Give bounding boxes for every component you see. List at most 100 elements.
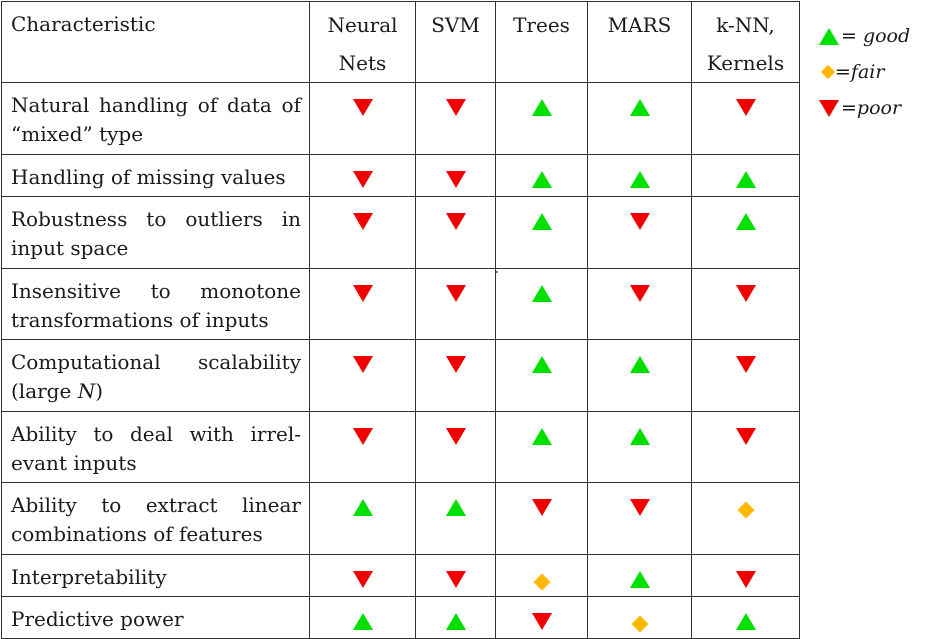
good-triangle-icon — [445, 613, 466, 630]
poor-triangle-icon — [445, 571, 466, 588]
row-label: Computational scalability (large N) — [1, 339, 310, 412]
good-triangle-icon — [629, 171, 650, 188]
row-label: Ability to extract linear combinations o… — [1, 482, 310, 555]
header-row: Characteristic Neural Nets SVM Trees MARS… — [1, 1, 800, 83]
rating-cell — [309, 339, 416, 412]
rating-cell — [415, 154, 496, 197]
rating-cell — [309, 196, 416, 269]
rating-cell — [495, 268, 588, 340]
poor-triangle-icon — [629, 285, 650, 302]
rating-cell — [495, 596, 588, 639]
header-trees: Trees — [495, 1, 588, 83]
rating-cell — [415, 596, 496, 639]
rating-cell — [691, 196, 800, 269]
poor-triangle-icon — [735, 99, 756, 116]
poor-triangle-icon — [352, 285, 373, 302]
header-neural-nets: Neural Nets — [309, 1, 416, 83]
row-label: Robustness to outliers in input space — [1, 196, 310, 269]
poor-triangle-icon — [735, 428, 756, 445]
comparison-table: Characteristic Neural Nets SVM Trees MARS… — [1, 1, 800, 639]
rating-cell — [587, 196, 692, 269]
rating-cell — [587, 268, 692, 340]
rating-cell — [495, 339, 588, 412]
rating-cell — [309, 411, 416, 483]
rating-cell — [587, 339, 692, 412]
rating-cell — [691, 554, 800, 597]
rating-cell — [309, 268, 416, 340]
good-triangle-icon — [629, 571, 650, 588]
poor-triangle-icon — [445, 428, 466, 445]
rating-cell — [587, 154, 692, 197]
good-triangle-icon — [531, 356, 552, 373]
header-svm: SVM — [415, 1, 496, 83]
fair-diamond-icon — [737, 501, 754, 519]
rating-cell — [691, 411, 800, 483]
rating-cell — [309, 154, 416, 197]
poor-triangle-icon — [735, 285, 756, 302]
row-label: Natural handling of data of “mixed” type — [1, 82, 310, 155]
good-triangle-icon — [531, 213, 552, 230]
rating-cell — [495, 411, 588, 483]
good-triangle-icon — [352, 499, 373, 516]
good-triangle-icon — [352, 613, 373, 630]
good-triangle-icon — [735, 213, 756, 230]
fair-diamond-icon — [631, 615, 648, 633]
rating-cell — [691, 482, 800, 555]
rating-cell — [691, 596, 800, 639]
rating-cell — [495, 482, 588, 555]
poor-triangle-icon — [735, 356, 756, 373]
poor-triangle-icon — [445, 99, 466, 116]
rating-cell — [309, 82, 416, 155]
rating-cell — [691, 154, 800, 197]
good-triangle-icon — [531, 428, 552, 445]
row-label: Interpretability — [1, 554, 310, 597]
rating-cell — [309, 482, 416, 555]
fair-diamond-icon — [820, 64, 836, 80]
rating-cell — [587, 411, 692, 483]
poor-triangle-icon — [445, 213, 466, 230]
rating-cell — [495, 554, 588, 597]
rating-cell — [309, 554, 416, 597]
poor-triangle-icon — [352, 428, 373, 445]
table-row: Insensitive to monotone transformations … — [1, 268, 800, 340]
rating-cell — [415, 196, 496, 269]
legend-poor: =poor — [819, 90, 910, 126]
table-row: Interpretability — [1, 554, 800, 597]
poor-triangle-icon — [352, 571, 373, 588]
rating-cell — [587, 554, 692, 597]
stray-dot — [496, 271, 498, 273]
poor-triangle-icon — [735, 571, 756, 588]
rating-cell — [415, 411, 496, 483]
good-triangle-icon — [629, 356, 650, 373]
rating-cell — [415, 339, 496, 412]
row-label: Insensitive to monotone transformations … — [1, 268, 310, 340]
poor-triangle-icon — [445, 356, 466, 373]
good-triangle-icon — [531, 285, 552, 302]
rating-cell — [415, 482, 496, 555]
poor-triangle-icon — [352, 99, 373, 116]
poor-triangle-icon — [352, 356, 373, 373]
table-row: Handling of missing values — [1, 154, 800, 197]
row-label: Predictive power — [1, 596, 310, 639]
rating-cell — [587, 596, 692, 639]
table-row: Robustness to outliers in input space — [1, 196, 800, 269]
good-triangle-icon — [629, 428, 650, 445]
poor-triangle-icon — [531, 613, 552, 630]
header-characteristic: Characteristic — [1, 1, 310, 83]
row-label: Ability to deal with irrel-evant inputs — [1, 411, 310, 483]
table-row: Ability to extract linear combinations o… — [1, 482, 800, 555]
poor-triangle-icon — [445, 171, 466, 188]
rating-cell — [691, 339, 800, 412]
table-row: Computational scalability (large N) — [1, 339, 800, 412]
row-label: Handling of missing values — [1, 154, 310, 197]
good-triangle-icon — [531, 171, 552, 188]
rating-cell — [495, 196, 588, 269]
rating-cell — [415, 82, 496, 155]
poor-triangle-icon — [629, 499, 650, 516]
poor-triangle-icon — [445, 285, 466, 302]
rating-cell — [587, 482, 692, 555]
rating-cell — [495, 82, 588, 155]
rating-cell — [415, 554, 496, 597]
good-triangle-icon — [735, 613, 756, 630]
legend-good: = good — [819, 18, 910, 54]
